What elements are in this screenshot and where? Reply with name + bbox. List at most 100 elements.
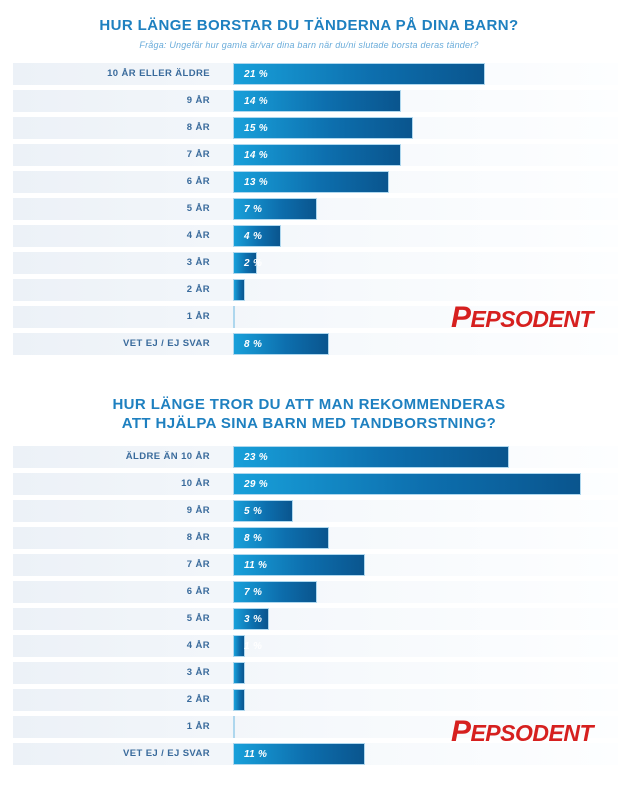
- bar-row: 4 ÅR 4 %: [13, 225, 618, 247]
- bar-track: [233, 306, 618, 328]
- bar-rows: ÄLDRE ÄN 10 ÅR 23 % 10 ÅR 29 % 9 ÅR 5 % 8 ÅR 8 …: [13, 446, 618, 765]
- bar-row: 6 ÅR 13 %: [13, 171, 618, 193]
- chart-subtitle: Fråga: Ungefär hur gamla är/var dina bar…: [139, 40, 479, 50]
- chart-brushing-age: HUR LÄNGE BORSTAR DU TÄNDERNA PÅ DINA BA…: [0, 0, 618, 355]
- category-label: 7 ÅR: [186, 149, 210, 160]
- bar-row: 9 ÅR 5 %: [13, 500, 618, 522]
- bar: 7 %: [233, 198, 317, 220]
- bar-row: 10 ÅR ELLER ÄLDRE 21 %: [13, 63, 618, 85]
- bar: 13 %: [233, 171, 389, 193]
- bar: 8 %: [233, 527, 329, 549]
- bar-track: 1 %: [233, 635, 618, 657]
- category-label: 9 ÅR: [186, 95, 210, 106]
- bar: [233, 306, 235, 328]
- bar: 8 %: [233, 333, 329, 355]
- bar-value-label: 21 %: [244, 68, 268, 80]
- bar: [233, 662, 245, 684]
- category-label: 10 ÅR: [181, 478, 210, 489]
- bar-row: ÄLDRE ÄN 10 ÅR 23 %: [13, 446, 618, 468]
- bar: 29 %: [233, 473, 581, 495]
- bar-track: 4 %: [233, 225, 618, 247]
- category-label: VET EJ / EJ SVAR: [122, 338, 210, 349]
- bar-track: [233, 689, 618, 711]
- bar-value-label: 11 %: [244, 559, 268, 571]
- category-label: 1 ÅR: [186, 721, 210, 732]
- bar: 1 %: [233, 635, 262, 657]
- bar: 23 %: [233, 446, 509, 468]
- category-label: 10 ÅR ELLER ÄLDRE: [107, 68, 210, 79]
- bar-value-label: 8 %: [244, 338, 263, 350]
- pepsodent-logo: Pepsodent: [451, 715, 593, 749]
- bar: 21 %: [233, 63, 485, 85]
- bar-value-label: 1 %: [244, 640, 263, 652]
- bar-row: 3 ÅR 2 %: [13, 252, 618, 274]
- bar-track: 21 %: [233, 63, 618, 85]
- bar-value-label: 14 %: [244, 149, 268, 161]
- bar: 7 %: [233, 581, 317, 603]
- bar-track: 14 %: [233, 144, 618, 166]
- category-label: 8 ÅR: [186, 122, 210, 133]
- bar-track: [233, 279, 618, 301]
- bar-row: 3 ÅR: [13, 662, 618, 684]
- bar-row: VET EJ / EJ SVAR 11 %: [13, 743, 618, 765]
- bar: 5 %: [233, 500, 293, 522]
- category-label: ÄLDRE ÄN 10 ÅR: [125, 451, 210, 462]
- chart-recommended-age: HUR LÄNGE TROR DU ATT MAN REKOMMENDERAS …: [0, 395, 618, 765]
- chart-title: HUR LÄNGE BORSTAR DU TÄNDERNA PÅ DINA BA…: [99, 17, 519, 34]
- bar-value-label: 7 %: [244, 203, 263, 215]
- bar: 3 %: [233, 608, 269, 630]
- bar-value-label: 29 %: [244, 478, 268, 490]
- bar-row: 6 ÅR 7 %: [13, 581, 618, 603]
- bar-row: 1 ÅR: [13, 716, 618, 738]
- bar-value-label: 23 %: [244, 451, 268, 463]
- bar-track: 11 %: [233, 554, 618, 576]
- bar-value-label: 7 %: [244, 586, 263, 598]
- bar: 11 %: [233, 743, 365, 765]
- bar-track: [233, 662, 618, 684]
- bar-track: 11 %: [233, 743, 618, 765]
- bar-track: 23 %: [233, 446, 618, 468]
- chart-title-line-2: ATT HJÄLPA SINA BARN MED TANDBORSTNING?: [121, 415, 497, 432]
- category-label: 1 ÅR: [186, 311, 210, 322]
- bar-row: VET EJ / EJ SVAR 8 %: [13, 333, 618, 355]
- bar: 15 %: [233, 117, 413, 139]
- bar: 4 %: [233, 225, 281, 247]
- category-label: 8 ÅR: [186, 532, 210, 543]
- bar-value-label: 5 %: [244, 505, 263, 517]
- bar-row: 8 ÅR 15 %: [13, 117, 618, 139]
- category-label: 7 ÅR: [186, 559, 210, 570]
- bar-value-label: 13 %: [244, 176, 268, 188]
- bar-row: 2 ÅR: [13, 689, 618, 711]
- bar-row: 4 ÅR 1 %: [13, 635, 618, 657]
- bar-track: 5 %: [233, 500, 618, 522]
- bar-track: [233, 716, 618, 738]
- bar-track: 8 %: [233, 333, 618, 355]
- bar-value-label: 2 %: [244, 257, 263, 269]
- bar: 11 %: [233, 554, 365, 576]
- bar-value-label: 4 %: [244, 230, 263, 242]
- bar-value-label: 3 %: [244, 613, 263, 625]
- bar-row: 10 ÅR 29 %: [13, 473, 618, 495]
- bar-track: 7 %: [233, 198, 618, 220]
- bar-track: 13 %: [233, 171, 618, 193]
- category-label: 6 ÅR: [186, 586, 210, 597]
- bar-row: 2 ÅR: [13, 279, 618, 301]
- pepsodent-logo: Pepsodent: [451, 301, 593, 335]
- category-label: 4 ÅR: [186, 640, 210, 651]
- category-label: 5 ÅR: [186, 613, 210, 624]
- category-label: 2 ÅR: [186, 284, 210, 295]
- bar-track: 7 %: [233, 581, 618, 603]
- bar-row: 1 ÅR: [13, 306, 618, 328]
- bar: 14 %: [233, 90, 401, 112]
- bar: [233, 716, 235, 738]
- bar-track: 14 %: [233, 90, 618, 112]
- category-label: 2 ÅR: [186, 694, 210, 705]
- bar-row: 7 ÅR 14 %: [13, 144, 618, 166]
- bar-value-label: 14 %: [244, 95, 268, 107]
- bar: 14 %: [233, 144, 401, 166]
- bar-row: 9 ÅR 14 %: [13, 90, 618, 112]
- category-label: 3 ÅR: [186, 667, 210, 678]
- bar-value-label: 11 %: [244, 748, 268, 760]
- bar: [233, 689, 245, 711]
- category-label: 5 ÅR: [186, 203, 210, 214]
